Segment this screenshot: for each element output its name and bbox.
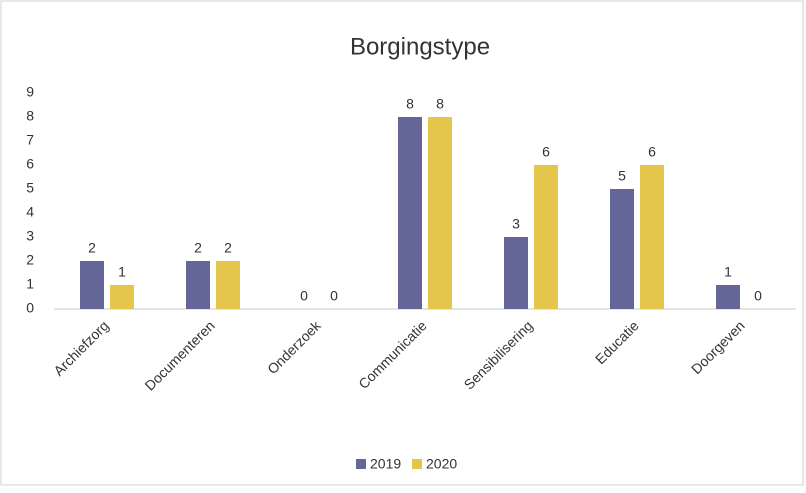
legend-label: 2019 [370, 456, 401, 472]
y-tick-label: 7 [26, 132, 34, 148]
y-tick-label: 8 [26, 108, 34, 124]
bar [110, 285, 134, 309]
bar [610, 189, 634, 309]
data-label: 0 [330, 288, 338, 304]
data-label: 2 [194, 240, 202, 256]
data-label: 0 [754, 288, 762, 304]
data-label: 6 [648, 144, 656, 160]
y-tick-label: 2 [26, 252, 34, 268]
bar [534, 165, 558, 309]
y-tick-label: 9 [26, 84, 34, 100]
bar [186, 261, 210, 309]
data-label: 0 [300, 288, 308, 304]
data-label: 2 [88, 240, 96, 256]
bar [216, 261, 240, 309]
data-label: 1 [724, 264, 732, 280]
y-tick-label: 0 [26, 300, 34, 316]
data-label: 2 [224, 240, 232, 256]
y-tick-label: 5 [26, 180, 34, 196]
legend-swatch [356, 459, 366, 469]
data-label: 8 [436, 96, 444, 112]
bar [428, 117, 452, 309]
bar [398, 117, 422, 309]
data-label: 6 [542, 144, 550, 160]
bar [80, 261, 104, 309]
bar [640, 165, 664, 309]
legend-swatch [412, 459, 422, 469]
data-label: 1 [118, 264, 126, 280]
bar [504, 237, 528, 309]
y-tick-label: 1 [26, 276, 34, 292]
y-tick-label: 6 [26, 156, 34, 172]
data-label: 3 [512, 216, 520, 232]
data-label: 8 [406, 96, 414, 112]
chart-title: Borgingstype [350, 33, 490, 60]
y-tick-label: 4 [26, 204, 34, 220]
y-tick-label: 3 [26, 228, 34, 244]
bar [716, 285, 740, 309]
data-label: 5 [618, 168, 626, 184]
legend-label: 2020 [426, 456, 457, 472]
